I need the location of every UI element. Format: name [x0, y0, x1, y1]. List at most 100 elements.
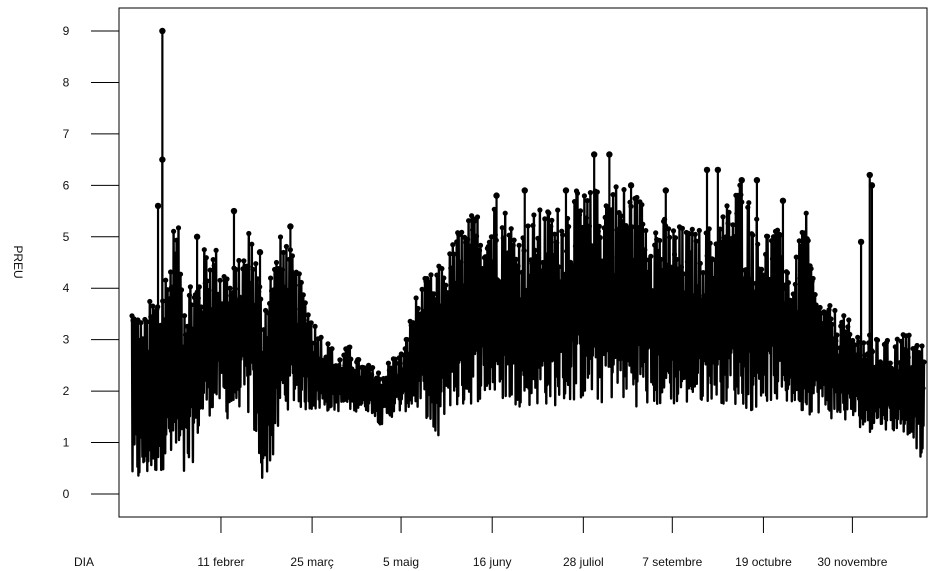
price-point: [777, 232, 784, 238]
price-point: [748, 276, 754, 282]
price-point: [268, 275, 274, 281]
price-spike-point: [627, 182, 635, 189]
price-point: [488, 234, 494, 240]
price-point: [759, 266, 765, 272]
price-point: [894, 336, 900, 342]
price-point: [439, 266, 445, 272]
price-point: [736, 257, 742, 264]
price-point: [918, 375, 924, 381]
price-point: [842, 339, 848, 345]
price-point: [454, 239, 460, 245]
price-point: [798, 243, 804, 249]
price-point: [765, 233, 771, 239]
price-point: [210, 257, 216, 263]
price-point: [419, 286, 425, 292]
price-point: [485, 243, 491, 250]
price-point: [831, 352, 837, 358]
price-point: [465, 236, 471, 243]
price-point: [890, 367, 896, 373]
price-point: [645, 269, 651, 275]
price-point: [634, 194, 640, 201]
price-point: [906, 332, 912, 338]
price-point: [296, 271, 302, 277]
price-point: [722, 266, 728, 273]
price-point: [472, 248, 479, 254]
price-point: [313, 341, 319, 347]
price-point: [406, 351, 412, 357]
price-point: [684, 259, 691, 265]
price-point: [444, 315, 450, 321]
price-point: [769, 256, 776, 262]
price-point: [301, 317, 307, 323]
price-point: [479, 266, 486, 272]
price-point: [586, 223, 593, 229]
price-point: [474, 214, 481, 220]
price-point: [800, 289, 806, 295]
price-point: [239, 299, 245, 305]
price-point: [668, 286, 674, 292]
price-point: [420, 327, 426, 333]
x-axis: 11 febrer 25 març 5 maig 16 juny 28 juliol 7 …: [197, 517, 888, 569]
price-point: [204, 278, 210, 284]
price-spike-point: [738, 176, 745, 184]
price-point: [864, 362, 870, 368]
price-point: [428, 272, 434, 278]
price-point: [276, 286, 283, 292]
price-point: [643, 228, 649, 234]
price-point: [486, 239, 492, 245]
price-point: [695, 284, 701, 290]
price-point: [421, 308, 427, 314]
price-point: [879, 361, 886, 367]
price-point: [176, 321, 183, 327]
price-point: [819, 321, 825, 327]
price-point: [149, 338, 155, 344]
price-point: [872, 364, 879, 370]
price-point: [329, 346, 335, 352]
price-point: [513, 256, 519, 262]
price-point: [633, 262, 639, 268]
price-point: [639, 202, 645, 208]
x-tick-label: 5 maig: [383, 555, 419, 569]
price-point: [401, 352, 407, 358]
price-point: [657, 237, 663, 244]
price-point: [497, 280, 503, 286]
price-point: [187, 284, 193, 290]
price-point: [712, 257, 718, 263]
price-point: [211, 263, 217, 269]
price-point: [378, 391, 385, 397]
price-point: [437, 303, 443, 309]
price-point: [168, 269, 174, 275]
price-point: [223, 309, 229, 316]
price-point: [186, 292, 192, 298]
price-spike-point: [714, 166, 722, 174]
price-point: [914, 342, 920, 349]
price-point: [272, 266, 278, 273]
price-point: [638, 276, 644, 282]
price-point: [667, 234, 673, 240]
price-point: [277, 234, 284, 240]
price-point: [743, 267, 749, 273]
price-point: [136, 337, 142, 343]
y-tick-label: 2: [63, 384, 70, 398]
price-point: [699, 297, 705, 303]
price-point: [825, 340, 831, 346]
y-tick-label: 3: [63, 333, 70, 347]
price-point: [225, 323, 231, 329]
price-point: [393, 360, 399, 366]
price-point: [443, 282, 449, 288]
x-tick-label: 7 setembre: [642, 555, 702, 569]
price-point: [141, 367, 147, 373]
price-point: [440, 313, 446, 319]
price-point: [405, 355, 411, 361]
price-point: [696, 227, 702, 234]
price-point: [516, 242, 522, 248]
price-point: [569, 263, 576, 269]
price-point: [820, 330, 826, 336]
price-point: [308, 320, 314, 326]
price-point: [686, 231, 693, 237]
price-point: [144, 319, 150, 325]
price-point: [409, 338, 415, 344]
price-point: [270, 315, 276, 321]
price-point: [140, 336, 146, 342]
price-point: [574, 190, 581, 196]
